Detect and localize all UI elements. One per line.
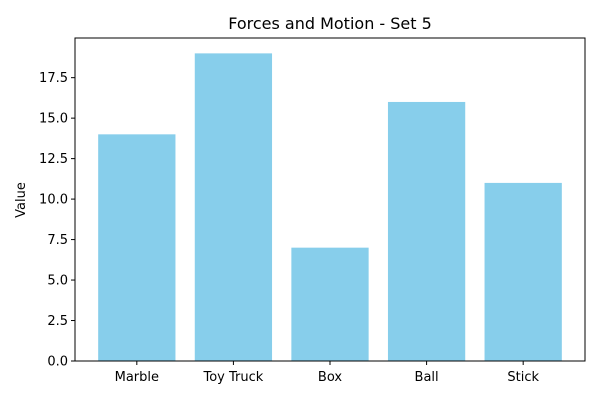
plot-frame: [74, 37, 586, 362]
y-tick-label: 17.5: [39, 71, 68, 86]
bars-group: [98, 53, 562, 361]
x-tick-label: Box: [318, 370, 342, 385]
y-tick-label: 0.0: [47, 355, 68, 370]
bar-marble: [98, 134, 176, 361]
y-tick-label: 12.5: [39, 152, 68, 167]
y-tick-label: 15.0: [39, 112, 68, 127]
y-axis-label: Value: [14, 182, 29, 218]
x-tick-label: Toy Truck: [203, 370, 264, 385]
bar-ball: [387, 101, 466, 361]
x-tick-label: Ball: [415, 370, 439, 385]
y-tick-label: 10.0: [39, 193, 68, 208]
x-tick-label: Stick: [507, 370, 539, 385]
y-tick-label: 5.0: [47, 274, 68, 289]
y-axis-ticks: 0.0 2.5 5.0 7.5 10.0 12.5 15.0 17.5: [39, 71, 75, 370]
bar-box: [291, 247, 369, 361]
x-axis-ticks: Marble Toy Truck Box Ball Stick: [115, 361, 539, 385]
chart-title: Forces and Motion - Set 5: [228, 14, 432, 33]
y-tick-label: 7.5: [47, 233, 68, 248]
x-tick-label: Marble: [115, 370, 159, 385]
y-tick-label: 2.5: [47, 314, 68, 329]
bar-toy-truck: [194, 53, 273, 361]
bar-stick: [484, 182, 562, 361]
